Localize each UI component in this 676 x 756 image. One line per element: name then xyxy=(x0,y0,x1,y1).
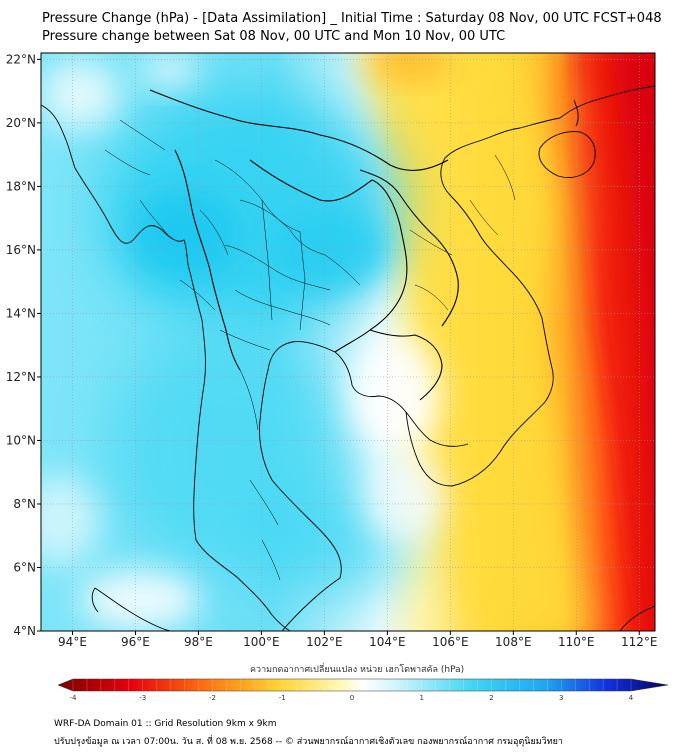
lon-tick-label: 104°E xyxy=(369,635,406,649)
lon-tick-label: 106°E xyxy=(432,635,469,649)
lon-tick-label: 98°E xyxy=(184,635,213,649)
colorbar: -4 -3 -2 -1 0 1 2 3 4 xyxy=(57,678,669,702)
lat-tick-label: 16°N xyxy=(6,243,36,257)
lat-tick-label: 20°N xyxy=(6,116,36,130)
lat-tick-label: 10°N xyxy=(6,433,36,447)
vietnam-south-coast xyxy=(405,367,554,487)
lat-tick-label: 14°N xyxy=(6,306,36,320)
malay-west-coast xyxy=(195,539,291,631)
lon-tick-label: 112°E xyxy=(621,635,658,649)
update-credit: ปรับปรุงข้อมูล ณ เวลา 07:00น. วัน ส. ที่… xyxy=(54,737,563,747)
colorbar-tick-label: -4 xyxy=(70,694,78,702)
colorbar-tick-label: -3 xyxy=(139,694,146,702)
myanmar-coast xyxy=(41,104,206,541)
colorbar-tick-label: 4 xyxy=(629,694,634,702)
lat-tick-label: 6°N xyxy=(13,560,36,574)
coastline-borders xyxy=(41,85,655,631)
lon-tick-label: 100°E xyxy=(243,635,280,649)
plot-frame xyxy=(40,52,656,632)
lon-tick-label: 108°E xyxy=(495,635,532,649)
gulf-east-coast xyxy=(334,351,469,447)
china-south-coast xyxy=(559,85,655,119)
colorbar-tick-label: -2 xyxy=(209,694,216,702)
china-border xyxy=(149,89,449,171)
leizhou-peninsula xyxy=(573,99,579,127)
vietnam-east-coast xyxy=(440,117,561,369)
model-info: WRF-DA Domain 01 :: Grid Resolution 9km … xyxy=(54,719,277,729)
graticule xyxy=(41,53,655,631)
lon-tick-label: 110°E xyxy=(558,635,595,649)
laos-vietnam-border xyxy=(359,169,459,327)
lon-tick-label: 102°E xyxy=(306,635,343,649)
map-subtitle: Pressure change between Sat 08 Nov, 00 U… xyxy=(42,29,506,44)
hainan-island xyxy=(538,131,596,178)
colorbar-tick-label: 2 xyxy=(489,694,493,702)
cambodia-border xyxy=(369,329,443,401)
colorbar-tick-label: 1 xyxy=(420,694,424,702)
lat-tick-label: 8°N xyxy=(13,497,36,511)
colorbar-title: ความกดอากาศเปลี่ยนแปลง หน่วย เฮกโตพาสคัล… xyxy=(250,665,465,675)
lat-tick-label: 22°N xyxy=(6,52,36,66)
lat-tick-label: 18°N xyxy=(6,179,36,193)
lat-tick-label: 4°N xyxy=(13,624,36,638)
thai-myanmar-border xyxy=(174,149,241,371)
colorbar-tick-label: -1 xyxy=(279,694,286,702)
sumatra-tip xyxy=(91,587,99,613)
map-title: Pressure Change (hPa) - [Data Assimilati… xyxy=(42,11,662,26)
colorbar-bar xyxy=(57,678,669,692)
lon-tick-label: 94°E xyxy=(58,635,87,649)
lon-tick-label: 96°E xyxy=(121,635,150,649)
borneo-tip xyxy=(619,605,655,631)
longitude-axis: 94°E 96°E 98°E 100°E 102°E 104°E 106°E 108°E 110… xyxy=(58,631,658,649)
latitude-axis: 22°N 20°N 18°N 16°N 14°N 12°N 10°N 8°N 6°N 4°N xyxy=(6,52,41,638)
gulf-west-coast xyxy=(259,341,342,631)
sumatra-north xyxy=(94,587,173,631)
lat-tick-label: 12°N xyxy=(6,370,36,384)
colorbar-tick-label: 3 xyxy=(559,694,563,702)
colorbar-tick-label: 0 xyxy=(350,694,354,702)
